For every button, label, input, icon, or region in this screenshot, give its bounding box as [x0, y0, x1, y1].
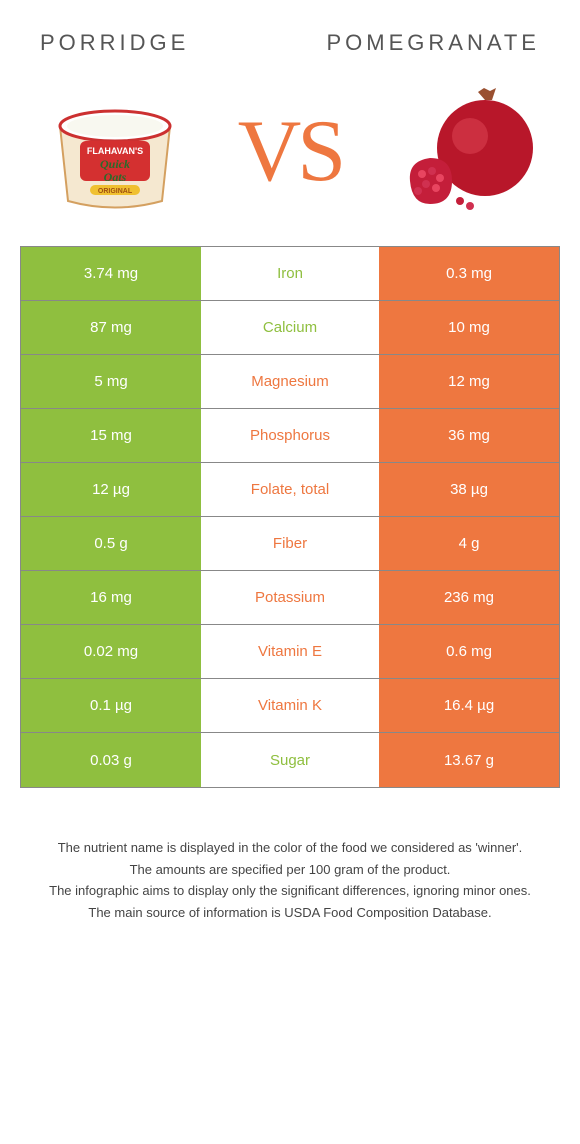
- value-right: 36 mg: [379, 409, 559, 462]
- table-row: 0.02 mgVitamin E0.6 mg: [21, 625, 559, 679]
- footer-notes: The nutrient name is displayed in the co…: [0, 788, 580, 922]
- value-right: 0.6 mg: [379, 625, 559, 678]
- value-left: 16 mg: [21, 571, 201, 624]
- value-right: 0.3 mg: [379, 247, 559, 300]
- value-right: 4 g: [379, 517, 559, 570]
- food-right-title: POMEGRANATE: [326, 30, 540, 56]
- value-left: 0.5 g: [21, 517, 201, 570]
- nutrient-name: Fiber: [201, 517, 379, 570]
- table-row: 0.5 gFiber4 g: [21, 517, 559, 571]
- nutrient-name: Magnesium: [201, 355, 379, 408]
- value-left: 15 mg: [21, 409, 201, 462]
- table-row: 87 mgCalcium10 mg: [21, 301, 559, 355]
- footer-line: The amounts are specified per 100 gram o…: [30, 860, 550, 880]
- comparison-table: 3.74 mgIron0.3 mg87 mgCalcium10 mg5 mgMa…: [20, 246, 560, 788]
- value-right: 16.4 µg: [379, 679, 559, 732]
- value-left: 5 mg: [21, 355, 201, 408]
- value-left: 0.03 g: [21, 733, 201, 787]
- table-row: 5 mgMagnesium12 mg: [21, 355, 559, 409]
- svg-text:Quick: Quick: [100, 157, 130, 171]
- value-left: 12 µg: [21, 463, 201, 516]
- table-row: 12 µgFolate, total38 µg: [21, 463, 559, 517]
- nutrient-name: Sugar: [201, 733, 379, 787]
- value-right: 10 mg: [379, 301, 559, 354]
- nutrient-name: Phosphorus: [201, 409, 379, 462]
- value-right: 236 mg: [379, 571, 559, 624]
- footer-line: The infographic aims to display only the…: [30, 881, 550, 901]
- footer-line: The nutrient name is displayed in the co…: [30, 838, 550, 858]
- nutrient-name: Calcium: [201, 301, 379, 354]
- header: PORRIDGE POMEGRANATE: [0, 0, 580, 66]
- value-right: 13.67 g: [379, 733, 559, 787]
- hero-row: FLAHAVAN'S Quick Oats ORIGINAL VS: [0, 66, 580, 246]
- value-left: 87 mg: [21, 301, 201, 354]
- nutrient-name: Iron: [201, 247, 379, 300]
- table-row: 16 mgPotassium236 mg: [21, 571, 559, 625]
- vs-label: VS: [238, 101, 343, 202]
- svg-text:Oats: Oats: [104, 170, 127, 184]
- value-right: 38 µg: [379, 463, 559, 516]
- footer-line: The main source of information is USDA F…: [30, 903, 550, 923]
- value-left: 0.1 µg: [21, 679, 201, 732]
- nutrient-name: Vitamin K: [201, 679, 379, 732]
- value-left: 0.02 mg: [21, 625, 201, 678]
- table-row: 15 mgPhosphorus36 mg: [21, 409, 559, 463]
- table-row: 3.74 mgIron0.3 mg: [21, 247, 559, 301]
- value-left: 3.74 mg: [21, 247, 201, 300]
- table-row: 0.03 gSugar13.67 g: [21, 733, 559, 787]
- nutrient-name: Vitamin E: [201, 625, 379, 678]
- svg-text:FLAHAVAN'S: FLAHAVAN'S: [87, 146, 143, 156]
- nutrient-name: Potassium: [201, 571, 379, 624]
- food-left-image: FLAHAVAN'S Quick Oats ORIGINAL: [40, 86, 190, 216]
- nutrient-name: Folate, total: [201, 463, 379, 516]
- food-right-image: [390, 86, 540, 216]
- svg-text:ORIGINAL: ORIGINAL: [98, 188, 133, 195]
- table-row: 0.1 µgVitamin K16.4 µg: [21, 679, 559, 733]
- value-right: 12 mg: [379, 355, 559, 408]
- food-left-title: PORRIDGE: [40, 30, 189, 56]
